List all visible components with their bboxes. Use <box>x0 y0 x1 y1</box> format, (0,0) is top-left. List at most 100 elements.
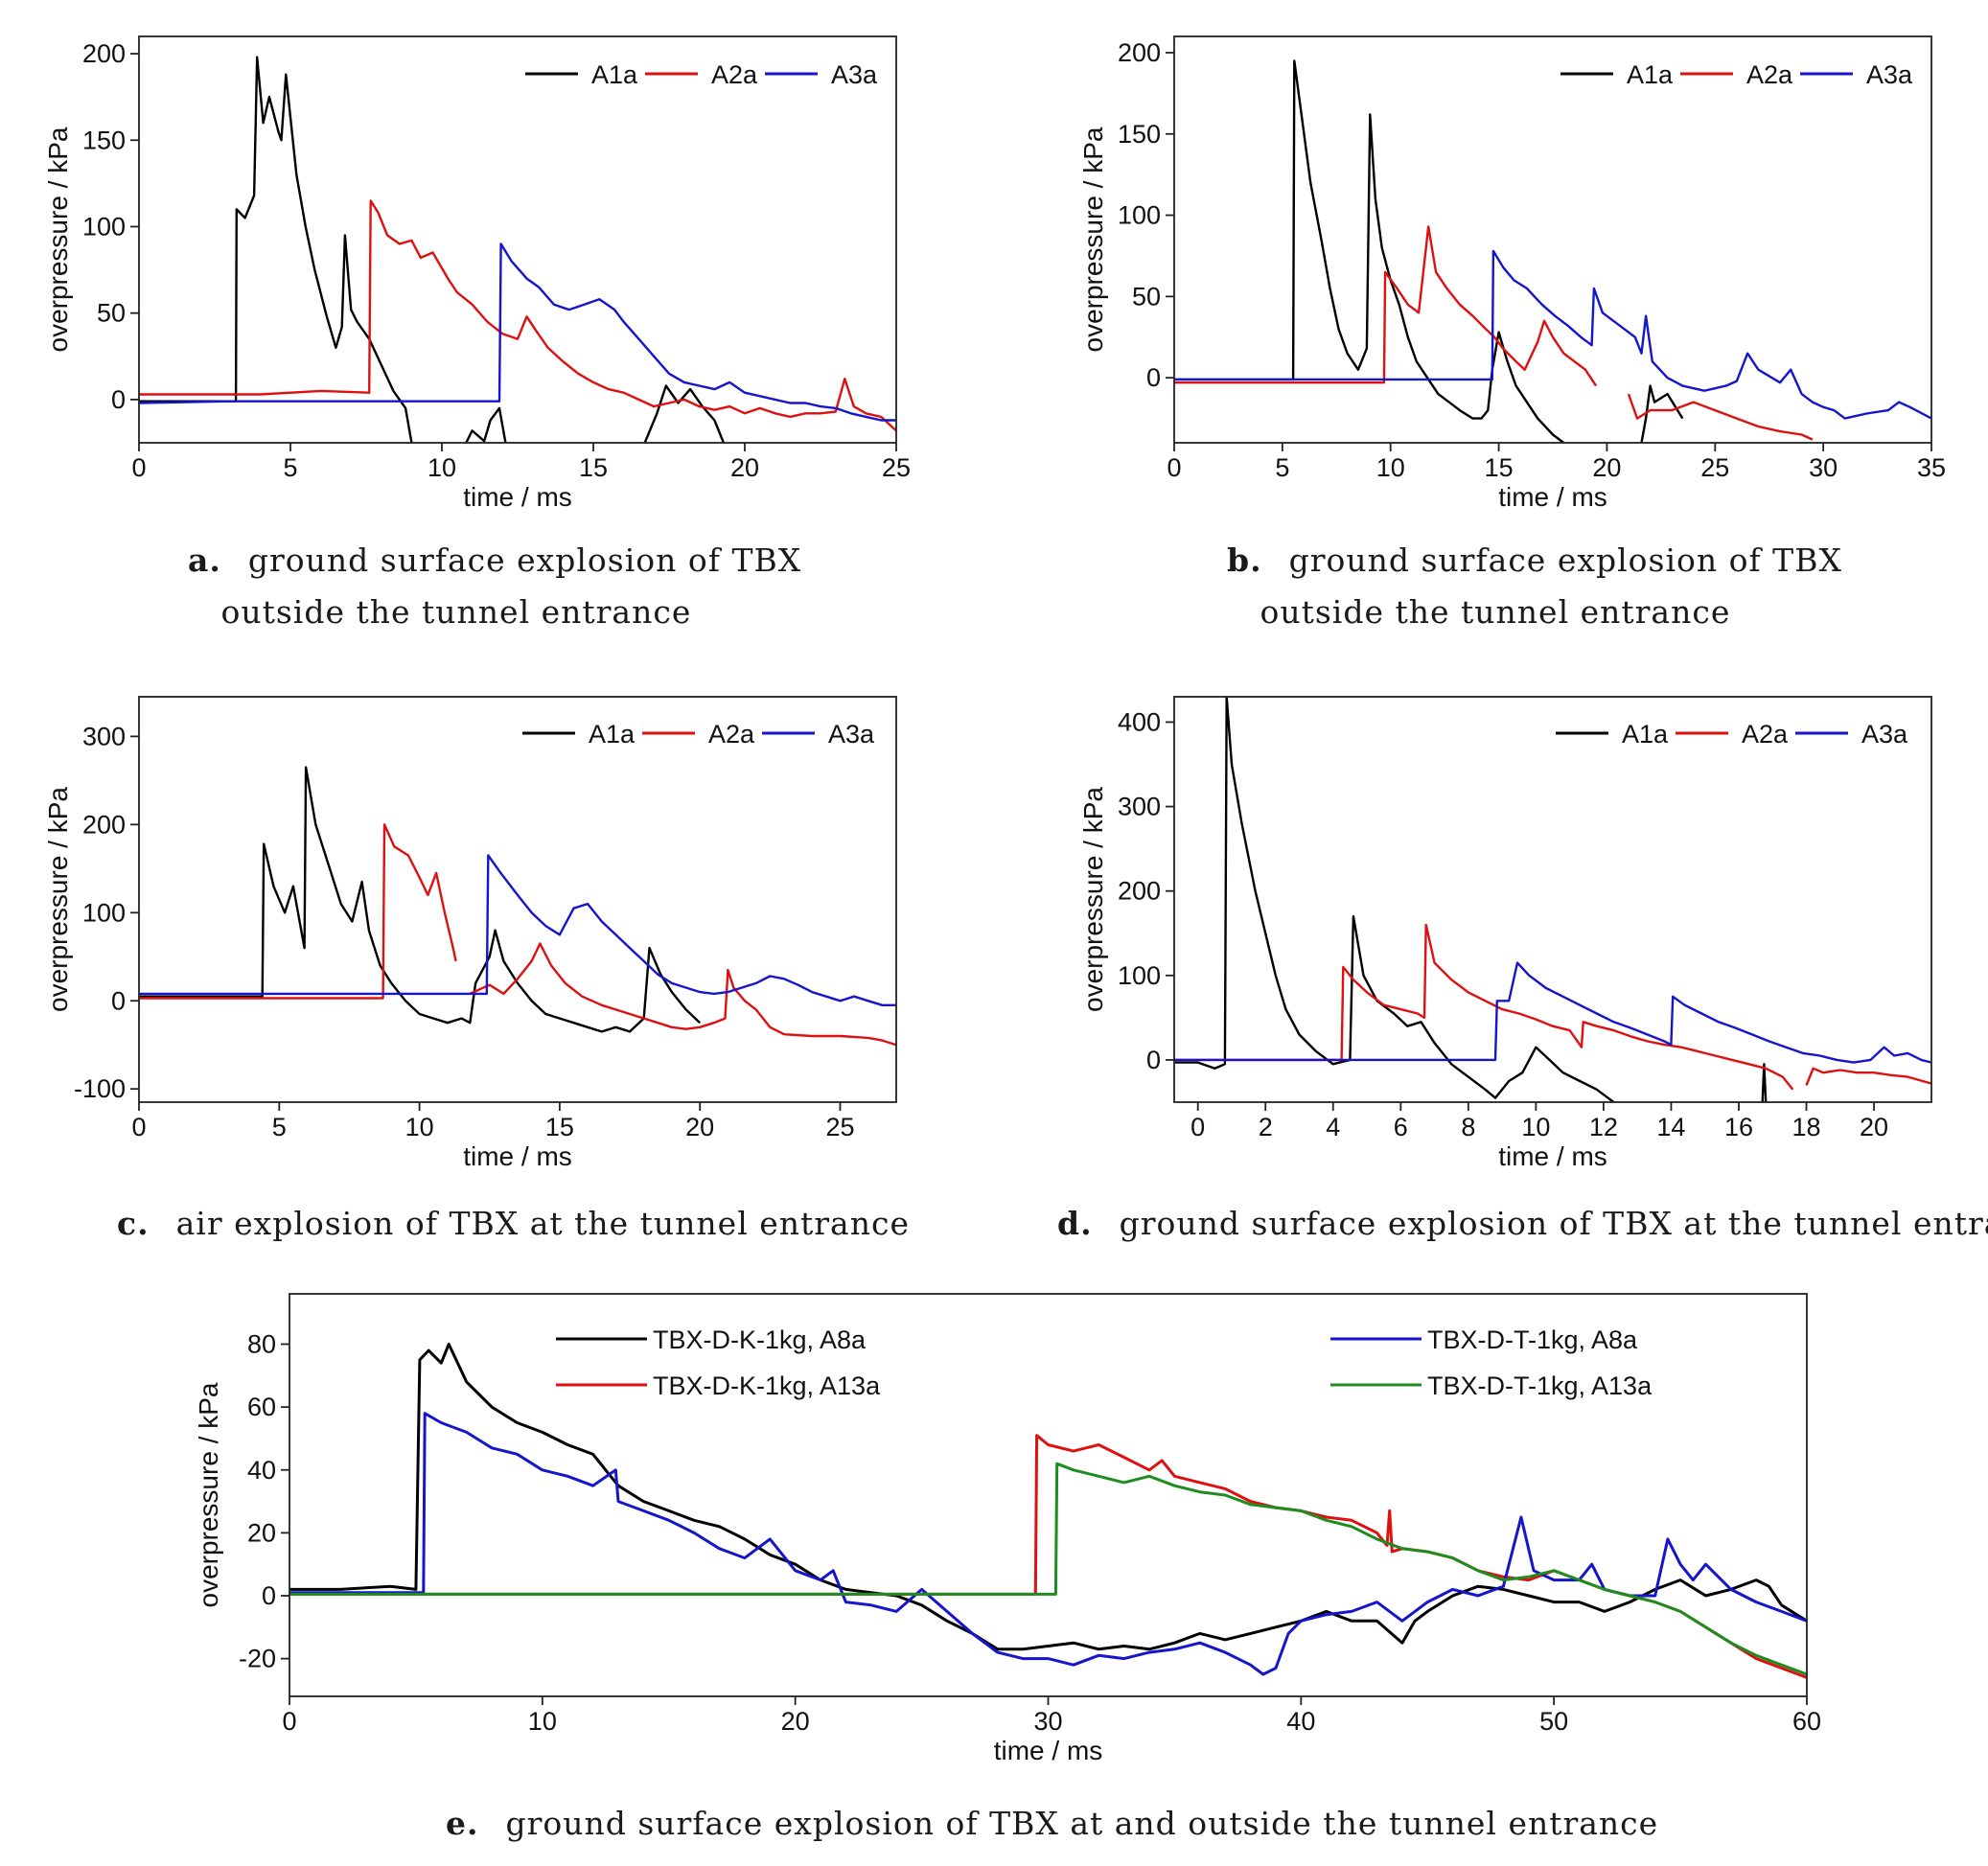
x-tick-label: 5 <box>272 1113 287 1141</box>
y-tick-label: 200 <box>1118 877 1161 906</box>
x-tick-label: 10 <box>405 1113 434 1141</box>
y-tick-label: 50 <box>97 299 126 328</box>
x-axis-label: time / ms <box>1498 482 1607 512</box>
x-axis-label: time / ms <box>1498 1141 1607 1171</box>
caption-letter: a. <box>188 541 221 579</box>
series-line-a1a <box>1640 384 1684 443</box>
x-tick-label: 10 <box>428 453 456 482</box>
legend-label: TBX-D-K-1kg, A13a <box>653 1371 881 1400</box>
series-line-a1a <box>465 406 507 443</box>
series-group <box>1174 59 1931 443</box>
x-tick-label: 15 <box>579 453 608 482</box>
legend-label: A1a <box>1627 60 1674 89</box>
y-tick-label: 100 <box>1118 201 1161 230</box>
x-tick-label: 10 <box>1376 453 1405 482</box>
legend-label: A1a <box>589 720 636 749</box>
x-tick-label: 16 <box>1724 1113 1753 1141</box>
series-line-a1a <box>1761 1063 1768 1102</box>
x-tick-label: 30 <box>1033 1707 1062 1736</box>
y-axis-label: overpressure / kPa <box>1078 127 1108 352</box>
x-tick-label: 35 <box>1917 453 1946 482</box>
chart-b: 0 5 10 15 20 25 30 35 0 50 100 150 200 time / ms overp… <box>1078 35 1946 512</box>
series-line-a2a <box>1174 923 1794 1091</box>
y-tick-label: 150 <box>1118 120 1161 149</box>
legend-label: A1a <box>591 60 638 89</box>
x-tick-label: 0 <box>1167 453 1181 482</box>
x-tick-label: 0 <box>1190 1113 1205 1141</box>
legend: A1a A2a A3a <box>1556 720 1908 749</box>
series-line-a1a <box>1174 697 1615 1102</box>
series-line-a1a <box>139 766 702 1033</box>
y-tick-label: 100 <box>82 898 126 927</box>
y-axis-label: overpressure / kPa <box>43 127 73 352</box>
x-tick-label: 0 <box>131 1113 146 1141</box>
x-tick-label: 5 <box>1275 453 1289 482</box>
caption-letter: c. <box>117 1205 150 1242</box>
y-axis-label: overpressure / kPa <box>43 787 73 1012</box>
legend: A1a A2a A3a <box>1560 60 1913 89</box>
y-tick-label: -20 <box>239 1645 276 1673</box>
x-tick-label: 0 <box>282 1707 296 1736</box>
x-tick-label: 20 <box>685 1113 714 1141</box>
series-line-tbx-d-k-1kg-a8a <box>289 1343 1807 1651</box>
x-tick-label: 5 <box>283 453 297 482</box>
y-tick-label: 100 <box>1118 961 1161 990</box>
y-tick-label: -100 <box>74 1074 126 1103</box>
series-line-tbx-d-t-1kg-a13a <box>289 1462 1807 1676</box>
y-tick-label: 100 <box>82 212 126 241</box>
x-axis-label: time / ms <box>994 1736 1103 1765</box>
series-line-a3a <box>139 854 896 1006</box>
caption-c: c. air explosion of TBX at the tunnel ent… <box>117 1198 910 1250</box>
plot-frame <box>138 696 897 1103</box>
legend-label: TBX-D-T-1kg, A13a <box>1427 1371 1653 1400</box>
caption-letter: e. <box>446 1805 479 1842</box>
plot-frame <box>138 35 897 444</box>
caption-letter: d. <box>1057 1205 1093 1242</box>
x-tick-label: 20 <box>1860 1113 1888 1141</box>
series-line-a1a <box>643 384 726 443</box>
series-line-a3a <box>1174 249 1931 420</box>
x-axis-label: time / ms <box>463 482 572 512</box>
y-tick-label: 300 <box>1118 793 1161 821</box>
series-line-a2a <box>1805 1067 1931 1086</box>
legend-label: A2a <box>711 60 758 89</box>
y-tick-label: 200 <box>82 810 126 839</box>
legend-label: A2a <box>1746 60 1793 89</box>
caption-letter: b. <box>1227 541 1262 579</box>
x-tick-label: 50 <box>1539 1707 1568 1736</box>
x-tick-label: 6 <box>1394 1113 1408 1141</box>
x-tick-label: 20 <box>1592 453 1621 482</box>
series-line-a2a <box>1627 393 1814 441</box>
y-tick-label: 300 <box>82 722 126 750</box>
y-tick-label: 60 <box>247 1393 276 1421</box>
y-tick-label: 40 <box>247 1456 276 1485</box>
caption-a: a. ground surface explosion of TBX outsid… <box>188 535 801 638</box>
plot-frame <box>1173 696 1932 1103</box>
y-tick-label: 150 <box>82 126 126 154</box>
legend-label: A2a <box>1742 720 1789 749</box>
plot-frame <box>289 1293 1808 1697</box>
x-tick-label: 25 <box>1700 453 1729 482</box>
y-tick-label: 80 <box>247 1330 276 1359</box>
chart-e: 0 10 20 30 40 50 60 -20 0 20 40 60 80 time / ms overpr… <box>194 1293 1821 1765</box>
series-line-a2a <box>469 942 896 1047</box>
x-tick-label: 25 <box>825 1113 854 1141</box>
y-tick-label: 0 <box>1146 363 1161 392</box>
x-tick-label: 15 <box>1485 453 1514 482</box>
x-tick-label: 60 <box>1792 1707 1821 1736</box>
series-group <box>139 766 896 1047</box>
legend: TBX-D-K-1kg, A8a TBX-D-K-1kg, A13a TBX-D-T… <box>556 1325 1653 1400</box>
x-tick-label: 20 <box>781 1707 810 1736</box>
series-line-a3a <box>139 242 896 422</box>
caption-b: b. ground surface explosion of TBX outsid… <box>1227 535 1842 638</box>
legend: A1a A2a A3a <box>522 720 875 749</box>
legend-label: A3a <box>1866 60 1913 89</box>
x-tick-label: 12 <box>1589 1113 1618 1141</box>
series-line-a2a <box>139 823 457 1000</box>
y-tick-label: 200 <box>82 39 126 68</box>
x-tick-label: 10 <box>528 1707 557 1736</box>
x-axis-label: time / ms <box>463 1141 572 1171</box>
y-tick-label: 0 <box>1146 1046 1161 1074</box>
